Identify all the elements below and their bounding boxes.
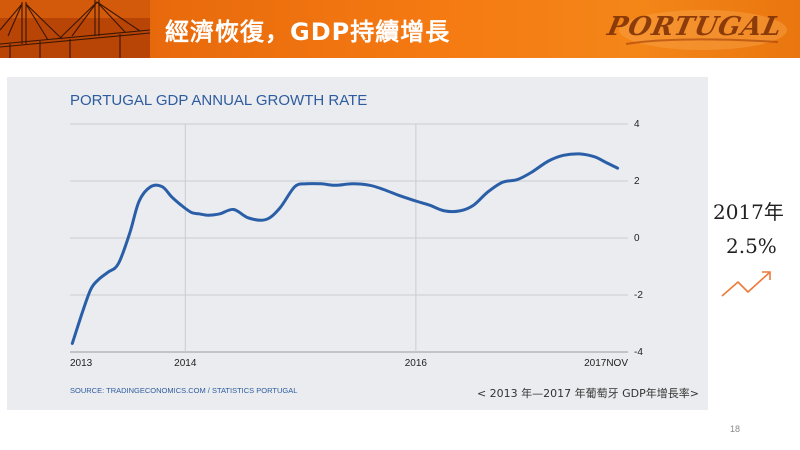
- y-tick-label: -4: [634, 347, 643, 358]
- y-tick-label: 2: [634, 176, 640, 187]
- y-tick-label: -2: [634, 290, 643, 301]
- y-tick-label: 0: [634, 233, 640, 244]
- portugal-logo-text: PORTUGAL: [604, 12, 786, 42]
- chart-title: PORTUGAL GDP ANNUAL GROWTH RATE: [70, 92, 367, 109]
- chart-panel: PORTUGAL GDP ANNUAL GROWTH RATE 4 2 0 -2 -4 …: [7, 77, 708, 410]
- x-tick-label: 2016: [405, 358, 428, 369]
- y-tick-label: 4: [634, 119, 640, 130]
- bridge-image: [0, 0, 150, 58]
- page-number: 18: [730, 424, 741, 434]
- chart-grid: [70, 123, 628, 353]
- x-tick-label: 2014: [174, 358, 197, 369]
- y-axis-ticks: 4 2 0 -2 -4: [634, 119, 643, 358]
- portugal-logo: [619, 10, 787, 50]
- slide-title: 經濟恢復，GDP持續增長: [165, 18, 451, 46]
- x-axis-ticks: 2013 2014 2016 2017NOV: [70, 358, 628, 369]
- x-tick-label: 2017NOV: [584, 358, 628, 369]
- highlight-year: 2017年: [713, 200, 784, 224]
- chart-caption: < 2013 年—2017 年葡萄牙 GDP年增長率>: [477, 386, 699, 400]
- chart-source: SOURCE: TRADINGECONOMICS.COM / STATISTIC…: [70, 386, 297, 395]
- series-line-gdp-growth: [70, 152, 620, 345]
- trend-up-arrow-icon: [721, 271, 771, 297]
- title-banner: 經濟恢復，GDP持續增長 PORTUGAL: [0, 0, 800, 58]
- x-tick-label: 2013: [70, 358, 93, 369]
- gdp-line-chart: PORTUGAL GDP ANNUAL GROWTH RATE 420-2-4 …: [70, 92, 699, 400]
- highlight-value: 2.5%: [726, 234, 777, 258]
